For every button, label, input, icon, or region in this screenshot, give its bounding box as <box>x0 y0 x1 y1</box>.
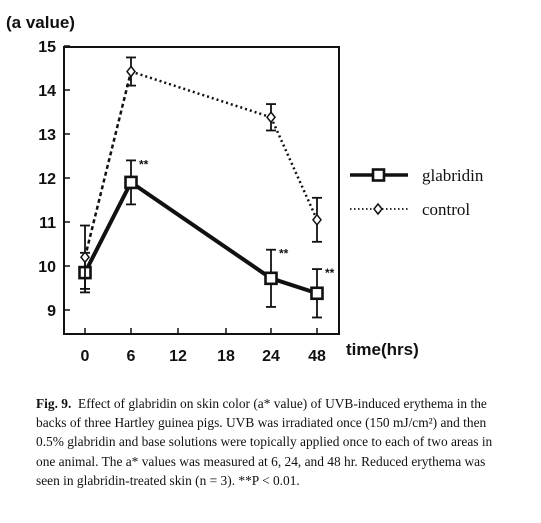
data-point-control <box>312 213 322 227</box>
data-point-control <box>126 65 136 78</box>
y-tick-label: 15 <box>38 39 56 56</box>
y-tick-label: 14 <box>38 83 56 100</box>
legend-marker-glabridin <box>371 168 386 182</box>
plot-frame <box>63 46 340 335</box>
line-chart: (a value) time(hrs) 9 10 11 12 13 14 15 0 6 12 18 2… <box>6 13 484 365</box>
legend-label-control: control <box>422 200 470 219</box>
series-line-control <box>130 70 272 119</box>
data-point-glabridin <box>310 286 324 301</box>
significance-marker: ** <box>279 247 289 261</box>
x-axis-label: time(hrs) <box>346 340 419 359</box>
legend-label-glabridin: glabridin <box>422 166 484 185</box>
series-line-control <box>269 116 319 221</box>
x-tick-label: 48 <box>308 348 326 365</box>
y-tick-label: 13 <box>38 127 56 144</box>
series-line-control <box>83 71 133 258</box>
x-tick-label: 18 <box>217 348 235 365</box>
y-tick-label: 9 <box>47 303 56 320</box>
significance-marker: ** <box>325 266 335 280</box>
data-point-glabridin <box>264 271 278 286</box>
y-tick-label: 10 <box>38 259 56 276</box>
y-tick-label: 12 <box>38 171 56 188</box>
y-axis-label: (a value) <box>6 13 75 32</box>
y-tick-label: 11 <box>39 215 56 232</box>
x-tick-label: 6 <box>127 348 136 365</box>
significance-marker: ** <box>139 157 149 171</box>
caption-text: Effect of glabridin on skin color (a* va… <box>36 396 493 488</box>
x-tick-label: 24 <box>262 348 280 365</box>
series-line-glabridin <box>129 180 273 280</box>
plot-area: ** ** ** <box>78 56 335 319</box>
data-point-glabridin <box>124 175 138 190</box>
legend: glabridin control <box>350 166 484 219</box>
data-point-control <box>266 111 276 124</box>
axes: 9 10 11 12 13 14 15 0 6 12 18 24 48 <box>38 39 340 365</box>
data-point-control <box>80 250 90 264</box>
series-line-glabridin <box>270 276 318 296</box>
x-tick-label: 0 <box>81 348 90 365</box>
series-line-glabridin <box>83 181 133 274</box>
legend-marker-control <box>373 202 383 216</box>
figure-caption: Fig. 9. Effect of glabridin on skin colo… <box>36 394 506 490</box>
figure-label: Fig. 9. <box>36 396 72 411</box>
x-tick-label: 12 <box>169 348 187 365</box>
